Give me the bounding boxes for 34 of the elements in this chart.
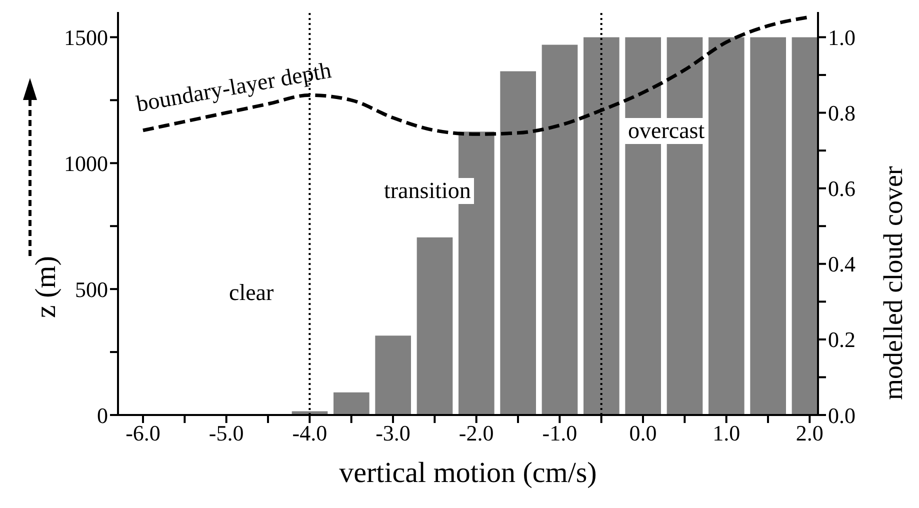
x-tick-label: -5.0: [208, 420, 244, 446]
bar: [750, 37, 786, 415]
x-axis-title: vertical motion (cm/s): [339, 457, 597, 489]
annotation: boundary-layer depth: [133, 57, 334, 118]
bar: [584, 37, 620, 415]
x-tick-label: 2.0: [796, 420, 824, 446]
y2-tick-label: 1.0: [828, 25, 856, 50]
x-tick-label: -2.0: [458, 420, 494, 446]
bar: [334, 392, 370, 415]
annotation: transition: [381, 178, 474, 204]
bar: [542, 44, 578, 415]
y2-tick-label: 0.6: [828, 176, 856, 202]
bar: [375, 336, 411, 415]
bar: [708, 37, 744, 415]
y2-tick-label: 0.8: [828, 100, 856, 126]
x-tick-label: -3.0: [376, 420, 410, 446]
y-tick-label: 0: [97, 402, 108, 428]
y2-tick-label: 0.2: [828, 327, 856, 352]
y-axis-title: z (m): [30, 256, 62, 318]
bar: [416, 237, 453, 415]
y-tick-label: 1500: [64, 25, 108, 50]
x-tick-label: 0.0: [629, 420, 657, 446]
y2-tick-label: 0.0: [828, 402, 856, 428]
y2-axis-title: modelled cloud cover: [878, 166, 908, 400]
x-tick-label: -6.0: [126, 420, 160, 446]
y-tick-label: 1000: [64, 150, 108, 176]
x-tick-label: 1.0: [712, 420, 740, 446]
annotation: clear: [228, 280, 275, 306]
x-tick-label: -4.0: [292, 420, 328, 446]
annotation: overcast: [625, 118, 708, 144]
bar: [500, 71, 536, 415]
y2-tick-label: 0.4: [828, 252, 856, 277]
x-tick-label: -1.0: [542, 420, 578, 446]
y-tick-label: 500: [75, 276, 108, 302]
